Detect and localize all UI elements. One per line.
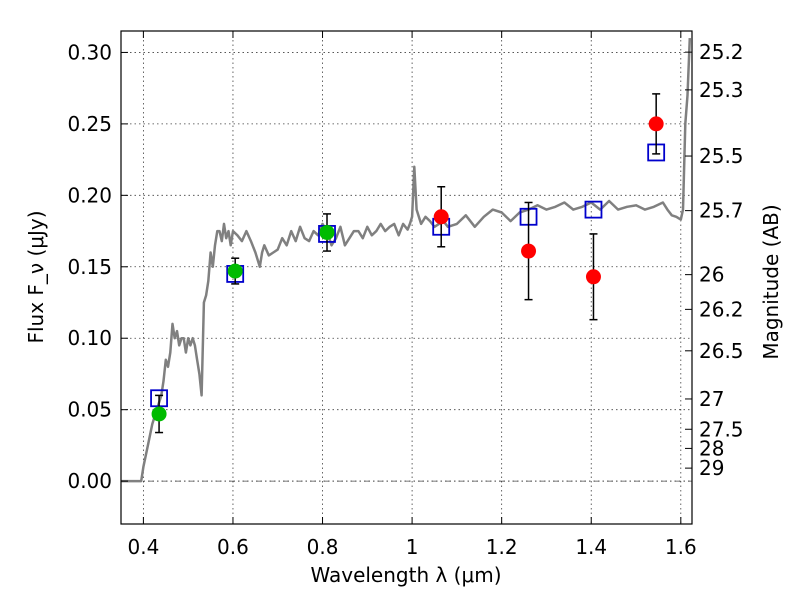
model-band-square (584, 200, 603, 219)
y2-tick-label: 27.5 (699, 417, 744, 441)
photometry-point (648, 116, 664, 132)
y2-tick-label: 26.5 (699, 339, 744, 363)
gridlines (121, 31, 692, 524)
y-tick-label: 0.15 (67, 255, 112, 279)
x-tick-label: 0.8 (307, 535, 339, 559)
y-tick-label: 0.30 (67, 40, 112, 64)
y-axis-label: Flux F_ν (μJy) (24, 210, 48, 343)
data-series (121, 38, 692, 483)
photometry-point (585, 269, 601, 285)
x-tick-label: 1.6 (665, 535, 697, 559)
y2-tick-label: 29 (699, 456, 724, 480)
photometry-point (521, 243, 537, 259)
y-tick-label: 0.00 (67, 469, 112, 493)
photometry-point (227, 263, 243, 279)
y2-tick-label: 28 (699, 436, 724, 460)
y2-tick-label: 25.7 (699, 199, 744, 223)
y-tick-label: 0.25 (67, 112, 112, 136)
y2-tick-label: 25.3 (699, 78, 744, 102)
photometry-point (319, 224, 335, 240)
x-tick-label: 0.4 (127, 535, 159, 559)
y-axis-ticks: 0.00 0.05 0.10 0.15 0.20 0.25 0.30 (67, 40, 128, 493)
y-tick-label: 0.05 (67, 398, 112, 422)
x-tick-label: 0.6 (217, 535, 249, 559)
y2-tick-label: 25.5 (699, 144, 744, 168)
x-tick-label: 1.4 (575, 535, 607, 559)
model-spectrum-line (121, 38, 692, 483)
photometry-point (151, 406, 167, 422)
y2-axis-label: Magnitude (AB) (759, 204, 783, 359)
x-tick-label: 1 (406, 535, 419, 559)
x-axis-label: Wavelength λ (μm) (310, 563, 501, 587)
y-tick-label: 0.10 (67, 326, 112, 350)
y2-tick-label: 26.2 (699, 297, 744, 321)
y-tick-label: 0.20 (67, 183, 112, 207)
plot-frame (120, 30, 693, 525)
x-tick-label: 1.2 (486, 535, 518, 559)
y2-tick-label: 27 (699, 387, 724, 411)
y2-tick-label: 25.2 (699, 40, 744, 64)
photometry-point (433, 209, 449, 225)
x-axis-ticks: 0.4 0.6 0.8 1 1.2 1.4 1.6 (127, 31, 697, 559)
y2-tick-label: 26 (699, 263, 724, 287)
